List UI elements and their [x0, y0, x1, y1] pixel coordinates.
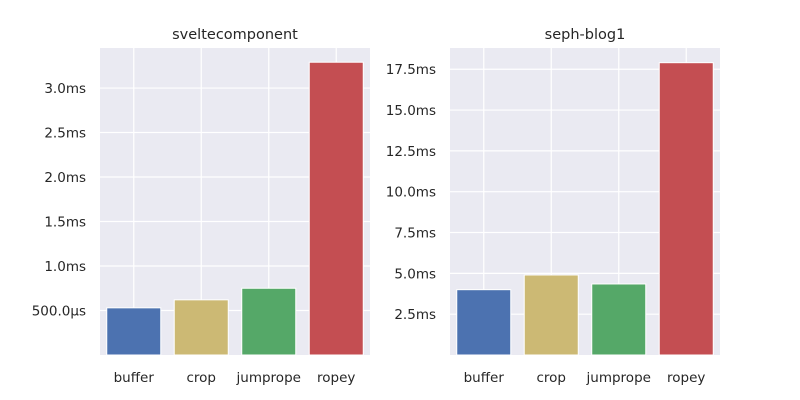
chart-2: 2.5ms 5.0ms 7.5ms 10.0ms 12.5ms 15.0ms 17.5ms b…	[386, 27, 720, 386]
x-tick-label: ropey	[317, 370, 355, 386]
bar-crop	[173, 299, 229, 356]
x-tick-label: crop	[536, 370, 566, 386]
y-tick-label: 10.0ms	[386, 185, 436, 201]
y-tick-label: 2.5ms	[44, 126, 86, 142]
bar-ropey	[658, 62, 714, 356]
y-tick-label: 1.5ms	[44, 215, 86, 231]
y-tick-label: 2.0ms	[44, 170, 86, 186]
x-tick-label: crop	[186, 370, 216, 386]
y-tick-label: 7.5ms	[394, 226, 436, 242]
y-tick-label: 17.5ms	[386, 62, 436, 78]
x-tick-label: buffer	[464, 370, 505, 386]
bar-buffer	[106, 307, 162, 356]
y-tick-label: 15.0ms	[386, 103, 436, 119]
bar-jumprope	[241, 287, 297, 356]
bar-ropey	[308, 61, 364, 356]
bar-buffer	[456, 289, 512, 356]
x-tick-label: ropey	[667, 370, 705, 386]
y-tick-label: 12.5ms	[386, 144, 436, 160]
chart-title: seph-blog1	[545, 27, 626, 43]
x-tick-label: jumprope	[236, 370, 301, 386]
chart-1: 500.0µs 1.0ms 1.5ms 2.0ms 2.5ms 3.0ms buffer cr…	[32, 27, 370, 386]
x-tick-label: jumprope	[586, 370, 651, 386]
y-tick-label: 3.0ms	[44, 81, 86, 97]
y-tick-label: 1.0ms	[44, 259, 86, 275]
chart-title: sveltecomponent	[172, 27, 298, 43]
y-tick-label: 2.5ms	[394, 307, 436, 323]
y-tick-label: 500.0µs	[32, 304, 86, 320]
bar-jumprope	[591, 283, 647, 356]
y-tick-label: 5.0ms	[394, 266, 436, 282]
bar-crop	[523, 274, 579, 356]
x-tick-label: buffer	[114, 370, 155, 386]
